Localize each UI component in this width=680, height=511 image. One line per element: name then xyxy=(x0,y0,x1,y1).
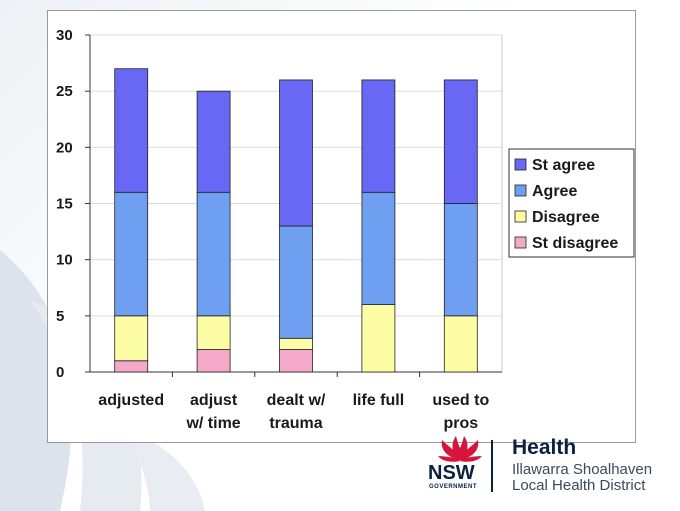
bar-disagree xyxy=(114,315,149,362)
bar-agree xyxy=(361,191,396,305)
y-tick-label: 0 xyxy=(56,364,64,381)
bar-disagree xyxy=(196,315,231,350)
nsw-health-logo: NSW GOVERNMENT Health Illawarra Shoalhav… xyxy=(426,434,666,498)
chart-area: 0 5 10 15 20 25 30 adjusted adjust w/ time dealt w… xyxy=(47,10,636,443)
legend-swatch xyxy=(514,210,527,223)
bar-st-agree xyxy=(196,90,231,193)
logo-district-line1: Illawarra Shoalhaven xyxy=(512,461,653,478)
x-category-label: w/ time xyxy=(185,415,240,432)
stacked-bar-chart: 0 5 10 15 20 25 30 adjusted adjust w/ time dealt w… xyxy=(56,27,635,432)
legend-label: Agree xyxy=(532,183,577,200)
x-category-label: trauma xyxy=(269,415,322,432)
x-category-label: used to xyxy=(432,392,489,409)
bar-agree xyxy=(196,191,231,317)
bar-disagree xyxy=(443,315,478,373)
y-tick-label: 30 xyxy=(56,27,73,44)
bar-st-disagree xyxy=(196,349,231,373)
y-tick-label: 10 xyxy=(56,252,73,269)
logo-nsw-text: NSW xyxy=(428,462,475,484)
x-category-label: life full xyxy=(353,392,405,409)
y-tick-label: 5 xyxy=(56,308,64,325)
bar-st-disagree xyxy=(114,360,149,373)
bar-agree xyxy=(443,203,478,317)
legend-swatch xyxy=(514,236,527,249)
y-tick-label: 15 xyxy=(56,196,73,213)
legend-box xyxy=(508,148,635,258)
legend-swatch xyxy=(514,184,527,197)
x-category-label: adjust xyxy=(190,392,238,409)
bar-disagree xyxy=(361,304,396,373)
bar-agree xyxy=(114,191,149,317)
logo-health-text: Health xyxy=(512,436,577,459)
bar-st-disagree xyxy=(279,349,313,373)
waratah-flower-icon xyxy=(438,436,482,462)
bar-st-agree xyxy=(443,79,478,204)
logo-district-line2: Local Health District xyxy=(512,477,646,494)
legend-label: St disagree xyxy=(532,235,618,252)
bar-disagree xyxy=(279,337,313,350)
bar-st-agree xyxy=(114,68,149,193)
bar-st-agree xyxy=(361,79,396,193)
y-tick-label: 25 xyxy=(56,83,73,100)
y-tick-label: 20 xyxy=(56,139,73,156)
logo-divider xyxy=(491,440,493,492)
x-category-label: dealt w/ xyxy=(267,392,326,409)
bar-agree xyxy=(279,225,313,339)
legend-swatch xyxy=(514,158,527,171)
legend-label: St agree xyxy=(532,157,595,174)
x-category-label: pros xyxy=(443,415,478,432)
bar-st-agree xyxy=(279,79,313,227)
logo-government-text: GOVERNMENT xyxy=(429,484,478,490)
x-category-label: adjusted xyxy=(98,392,164,409)
legend-label: Disagree xyxy=(532,209,600,226)
